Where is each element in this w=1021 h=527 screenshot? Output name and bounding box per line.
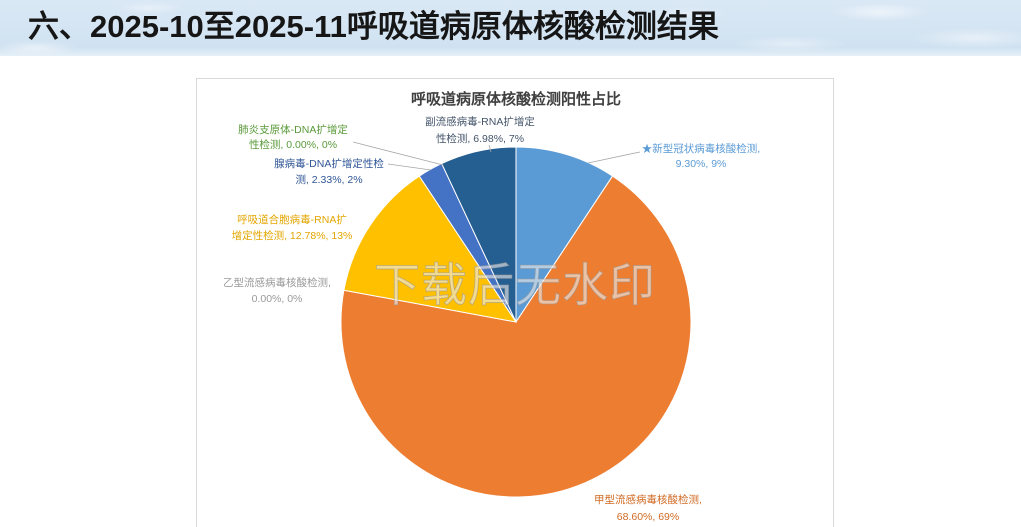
slide-header: 六、2025-10至2025-11呼吸道病原体核酸检测结果: [0, 0, 1021, 56]
data-label-parainfluenza-line1: 副流感病毒-RNA扩增定: [425, 115, 535, 128]
data-label-parainfluenza-line2: 性检测, 6.98%, 7%: [436, 132, 524, 145]
pie-slice-influenza-a: [340, 175, 692, 498]
data-label-mycoplasma-line2: 性检测, 0.00%, 0%: [249, 138, 337, 151]
leader-line-parainfluenza: [488, 144, 492, 153]
pie-slice-rsv: [343, 175, 518, 323]
data-label-adenovirus-line1: 腺病毒-DNA扩增定性检: [274, 157, 384, 170]
data-label-rsv-line1: 呼吸道合胞病毒-RNA扩: [237, 213, 347, 226]
data-label-sars-cov-2-line2: 9.30%, 9%: [676, 158, 727, 170]
pie-chart: 呼吸道病原体核酸检测阳性占比 ★新型冠状病毒核酸检测, 9.30%, 9% 甲型…: [223, 90, 760, 523]
data-label-influenza-b-line1: 乙型流感病毒核酸检测,: [223, 276, 331, 289]
leader-lines: [352, 141, 641, 171]
data-label-influenza-a-line1: 甲型流感病毒核酸检测,: [594, 493, 702, 506]
pie-slices: [340, 146, 692, 498]
data-label-influenza-a-line2: 68.60%, 69%: [617, 511, 679, 523]
leader-line-sars-cov-2: [587, 151, 641, 164]
pie-slice-parainfluenza: [441, 146, 517, 323]
pie-slice-sars-cov-2: [515, 146, 614, 324]
data-label-sars-cov-2-line1: ★新型冠状病毒核酸检测,: [642, 142, 760, 155]
data-label-mycoplasma-line1: 肺炎支原体-DNA扩增定: [238, 123, 348, 136]
watermark-text: 下载后无水印: [374, 259, 656, 311]
data-label-adenovirus-line2: 测, 2.33%, 2%: [295, 173, 362, 186]
leader-line-mycoplasma: [352, 141, 444, 166]
data-label-rsv-line2: 增定性检测, 12.78%, 13%: [232, 229, 353, 242]
data-labels: ★新型冠状病毒核酸检测, 9.30%, 9% 甲型流感病毒核酸检测, 68.60…: [223, 115, 760, 523]
data-label-influenza-b-line2: 0.00%, 0%: [252, 293, 303, 305]
chart-title: 呼吸道病原体核酸检测阳性占比: [411, 90, 621, 108]
chart-panel: 呼吸道病原体核酸检测阳性占比 ★新型冠状病毒核酸检测, 9.30%, 9% 甲型…: [196, 78, 834, 527]
leader-line-adenovirus: [387, 163, 432, 171]
slide-title: 六、2025-10至2025-11呼吸道病原体核酸检测结果: [28, 9, 719, 44]
